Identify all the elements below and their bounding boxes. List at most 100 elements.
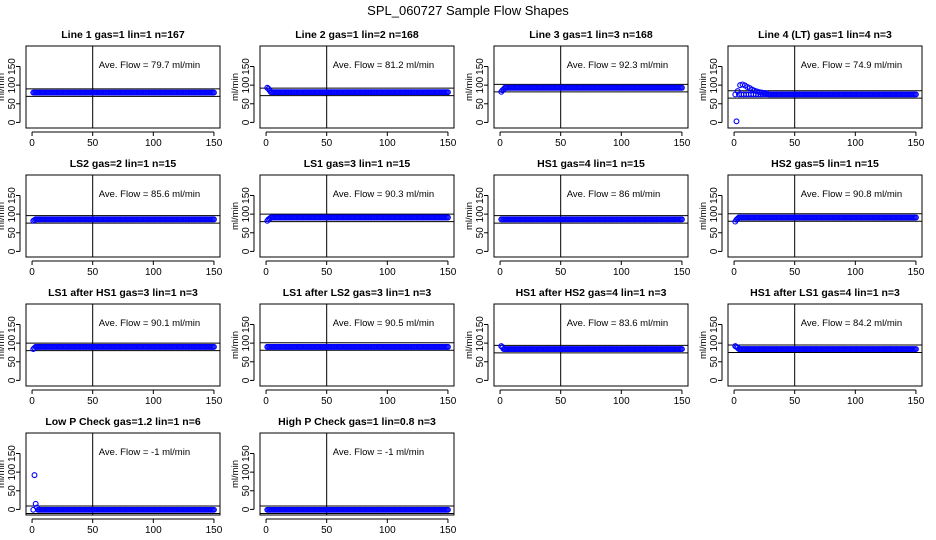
x-tick-label: 150 (206, 396, 223, 407)
y-tick-label: 100 (241, 463, 252, 480)
x-tick-label: 150 (440, 396, 457, 407)
y-tick-label: 150 (475, 187, 486, 204)
flow-series (264, 84, 451, 96)
x-tick-label: 0 (497, 396, 503, 407)
y-tick-label: 0 (475, 377, 486, 383)
y-tick-label: 50 (241, 227, 252, 239)
flow-panel: High P Check gas=1 lin=0.8 n=3 ml/min 0 50 1… (230, 416, 457, 536)
flow-series (498, 84, 685, 95)
y-tick-label: 100 (475, 334, 486, 351)
x-tick-label: 100 (847, 396, 864, 407)
y-tick-label: 0 (241, 119, 252, 125)
average-flow-label: Ave. Flow = 90.1 ml/min (99, 318, 200, 329)
flow-series (264, 343, 451, 350)
x-tick-label: 50 (321, 525, 333, 536)
x-tick-label: 100 (145, 396, 162, 407)
x-tick-label: 0 (29, 396, 35, 407)
x-tick-label: 0 (29, 267, 35, 278)
data-point (444, 506, 451, 513)
y-tick-label: 150 (7, 187, 18, 204)
panel-title: Line 1 gas=1 lin=1 n=167 (61, 29, 185, 41)
y-tick-label: 150 (7, 316, 18, 333)
x-tick-label: 150 (908, 396, 925, 407)
y-axis-label: ml/min (230, 202, 241, 230)
panel-title: HS1 after LS1 gas=4 lin=1 n=3 (750, 287, 900, 299)
y-tick-label: 150 (241, 187, 252, 204)
data-point (733, 118, 740, 125)
plot-frame (259, 174, 455, 258)
y-tick-label: 0 (709, 248, 720, 254)
x-tick-label: 50 (321, 138, 333, 149)
flow-series (498, 216, 685, 223)
average-flow-label: Ave. Flow = 90.5 ml/min (333, 318, 434, 329)
x-tick-label: 100 (379, 396, 396, 407)
x-tick-label: 0 (731, 267, 737, 278)
x-tick-label: 150 (908, 267, 925, 278)
x-tick-label: 100 (379, 267, 396, 278)
flow-series (264, 214, 451, 224)
y-tick-label: 50 (241, 98, 252, 110)
x-tick-label: 100 (379, 525, 396, 536)
plot-frame (259, 45, 455, 129)
x-tick-label: 100 (613, 138, 630, 149)
x-tick-label: 0 (263, 138, 269, 149)
data-point (678, 346, 685, 353)
y-tick-label: 0 (475, 119, 486, 125)
panel-title: Line 3 gas=1 lin=3 n=168 (529, 29, 653, 41)
y-tick-label: 100 (7, 205, 18, 222)
x-tick-label: 50 (789, 267, 801, 278)
y-tick-label: 100 (709, 205, 720, 222)
x-tick-label: 50 (321, 396, 333, 407)
flow-panel: Line 1 gas=1 lin=1 n=167ml/min0501001500… (0, 29, 223, 149)
y-tick-label: 100 (709, 334, 720, 351)
y-tick-label: 100 (7, 334, 18, 351)
x-tick-label: 50 (87, 525, 99, 536)
x-tick-label: 150 (674, 267, 691, 278)
y-tick-label: 0 (7, 248, 18, 254)
plot-frame (727, 174, 923, 258)
flow-panel: LS1 after LS2 gas=3 lin=1 n=3 ml/min 0 50 10… (230, 287, 457, 407)
panel-title: High P Check gas=1 lin=0.8 n=3 (278, 416, 436, 428)
y-axis-label: ml/min (464, 202, 475, 230)
average-flow-label: Ave. Flow = 90.8 ml/min (801, 189, 902, 200)
average-flow-label: Ave. Flow = -1 ml/min (99, 447, 190, 458)
y-tick-label: 50 (7, 227, 18, 239)
figure-title: SPL_060727 Sample Flow Shapes (367, 3, 569, 18)
y-axis-label: ml/min (0, 460, 7, 488)
y-tick-label: 50 (475, 227, 486, 239)
y-tick-label: 50 (475, 98, 486, 110)
flow-series (264, 506, 451, 513)
panel-title: Line 4 (LT) gas=1 lin=4 n=3 (758, 29, 892, 41)
y-tick-label: 50 (709, 356, 720, 368)
x-tick-label: 0 (497, 267, 503, 278)
x-tick-label: 50 (321, 267, 333, 278)
average-flow-label: Ave. Flow = 83.6 ml/min (567, 318, 668, 329)
plot-frame (259, 303, 455, 387)
data-point (444, 214, 451, 221)
y-tick-label: 100 (7, 76, 18, 93)
plot-frame (259, 432, 455, 516)
flow-series (30, 89, 217, 96)
y-axis-label: ml/min (464, 73, 475, 101)
y-axis-label: ml/min (464, 331, 475, 359)
average-flow-label: Ave. Flow = 86 ml/min (567, 189, 661, 200)
y-tick-label: 150 (709, 316, 720, 333)
flow-series (732, 343, 919, 353)
y-tick-label: 0 (241, 377, 252, 383)
x-tick-label: 100 (613, 267, 630, 278)
x-tick-label: 50 (555, 267, 567, 278)
y-axis-label: ml/min (230, 331, 241, 359)
x-tick-label: 50 (87, 138, 99, 149)
flow-panel: Line 2 gas=1 lin=2 n=168ml/min0501001500… (230, 29, 457, 149)
plot-frame (727, 45, 923, 129)
x-tick-label: 50 (789, 396, 801, 407)
y-tick-label: 0 (709, 119, 720, 125)
data-point (210, 506, 217, 513)
y-tick-label: 150 (475, 316, 486, 333)
x-tick-label: 150 (674, 396, 691, 407)
flow-panel: HS1 after LS1 gas=4 lin=1 n=3 ml/min 0 50 10… (698, 287, 925, 407)
